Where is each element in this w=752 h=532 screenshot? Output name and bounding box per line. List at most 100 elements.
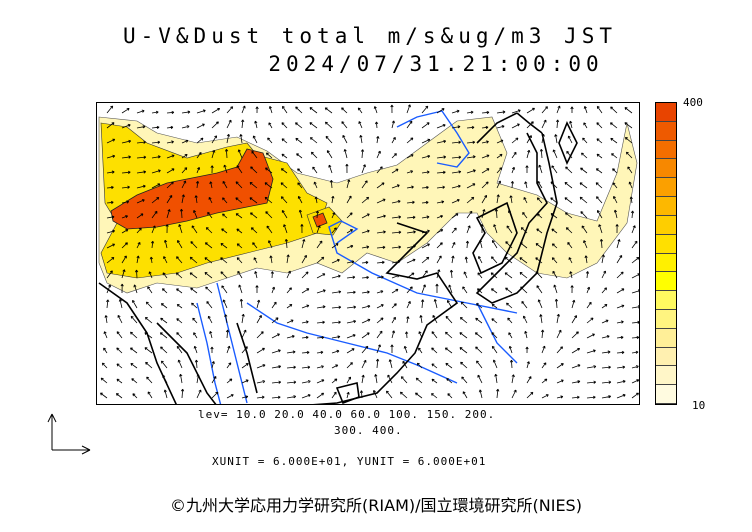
wind-arrow	[209, 331, 213, 339]
wind-arrow	[581, 152, 588, 159]
wind-arrow	[346, 195, 352, 204]
wind-arrow	[236, 243, 243, 249]
wind-arrow	[325, 135, 333, 144]
wind-arrow	[525, 165, 529, 173]
wind-arrow	[136, 241, 141, 249]
wind-arrow	[406, 300, 411, 309]
wind-arrow	[266, 225, 273, 234]
dust-region-high	[110, 148, 274, 230]
wind-arrow	[541, 106, 548, 114]
wind-arrow	[136, 140, 146, 144]
wind-arrow	[491, 256, 498, 264]
wind-arrow	[435, 283, 439, 293]
wind-arrow	[145, 361, 153, 369]
wind-arrow	[631, 305, 639, 309]
wind-arrow	[391, 316, 396, 324]
wind-arrow	[254, 271, 258, 279]
wind-arrow	[631, 379, 639, 384]
wind-arrow	[406, 286, 413, 294]
wind-arrow	[160, 317, 168, 324]
wind-arrow	[331, 305, 342, 309]
wind-arrow	[376, 245, 386, 250]
wind-arrow	[148, 271, 153, 279]
wind-arrow	[106, 243, 116, 249]
wind-arrow	[106, 105, 114, 114]
contour-levels-line2: 300. 400.	[334, 424, 403, 437]
wind-arrow	[179, 208, 184, 219]
wind-arrow	[624, 107, 633, 114]
wind-arrow	[361, 290, 370, 294]
wind-arrow	[376, 317, 384, 324]
wind-arrow	[631, 273, 639, 279]
wind-arrow	[391, 288, 399, 294]
wind-arrow	[118, 299, 123, 309]
wind-arrow	[132, 393, 138, 399]
wind-arrow	[444, 347, 453, 354]
wind-arrow	[241, 119, 245, 129]
wind-arrow	[316, 335, 325, 340]
wind-arrow	[361, 359, 367, 369]
wind-arrow	[166, 181, 174, 189]
wind-arrow	[481, 154, 490, 159]
wind-arrow	[297, 168, 303, 174]
wind-arrow	[196, 123, 205, 129]
wind-arrow	[265, 211, 273, 219]
wind-arrow	[496, 194, 500, 204]
wind-arrow	[496, 388, 500, 399]
wind-arrow	[580, 211, 588, 219]
wind-arrow	[613, 195, 618, 204]
wind-arrow	[376, 166, 383, 174]
wind-arrow	[106, 284, 112, 294]
wind-arrow	[226, 394, 234, 399]
wind-arrow	[146, 376, 153, 384]
wind-arrow	[565, 212, 573, 219]
wind-arrow	[376, 330, 383, 339]
wind-arrow	[255, 106, 259, 114]
wind-arrow	[267, 137, 273, 144]
wind-arrow	[571, 395, 580, 399]
wind-arrow	[601, 254, 605, 264]
wind-arrow	[538, 164, 543, 174]
wind-arrow	[571, 315, 577, 324]
wind-arrow	[570, 285, 574, 294]
wind-arrow	[264, 196, 273, 204]
wind-arrow	[176, 332, 183, 339]
wind-arrow	[418, 331, 423, 339]
wind-arrow	[601, 304, 608, 309]
wind-arrow	[509, 195, 513, 204]
wind-arrow	[579, 196, 588, 204]
wind-arrow	[526, 361, 530, 369]
wind-arrow	[361, 229, 370, 234]
wind-arrow	[586, 349, 596, 354]
wind-arrow	[361, 304, 371, 309]
wind-arrow	[496, 110, 506, 114]
wind-arrow	[106, 299, 110, 309]
wind-arrow	[445, 315, 453, 324]
wind-arrow	[625, 151, 633, 159]
wind-arrow	[493, 224, 498, 234]
wind-arrow	[284, 238, 289, 249]
wind-arrow	[211, 149, 216, 159]
wind-arrow	[341, 121, 348, 129]
wind-arrow	[324, 107, 333, 114]
wind-arrow	[567, 135, 573, 144]
wind-arrow	[162, 288, 168, 294]
wind-vector-field	[100, 104, 639, 399]
wind-arrow	[144, 332, 153, 339]
wind-arrow	[583, 122, 588, 129]
wind-arrow	[160, 303, 168, 309]
copyright-credit: ©九州大学応用力学研究所(RIAM)/国立環境研究所(NIES)	[170, 496, 582, 515]
wind-arrow	[436, 108, 445, 114]
wind-arrow	[481, 110, 490, 115]
wind-arrow	[616, 255, 623, 264]
wind-arrow	[220, 257, 228, 264]
wind-arrow	[268, 240, 273, 249]
wind-arrow	[511, 123, 520, 129]
wind-arrow	[226, 378, 233, 384]
wind-arrow	[361, 213, 370, 219]
wind-arrow	[331, 378, 338, 384]
wind-arrow	[476, 360, 483, 369]
wind-arrow	[144, 317, 153, 324]
wind-arrow	[511, 166, 515, 174]
wind-arrow	[447, 300, 453, 309]
